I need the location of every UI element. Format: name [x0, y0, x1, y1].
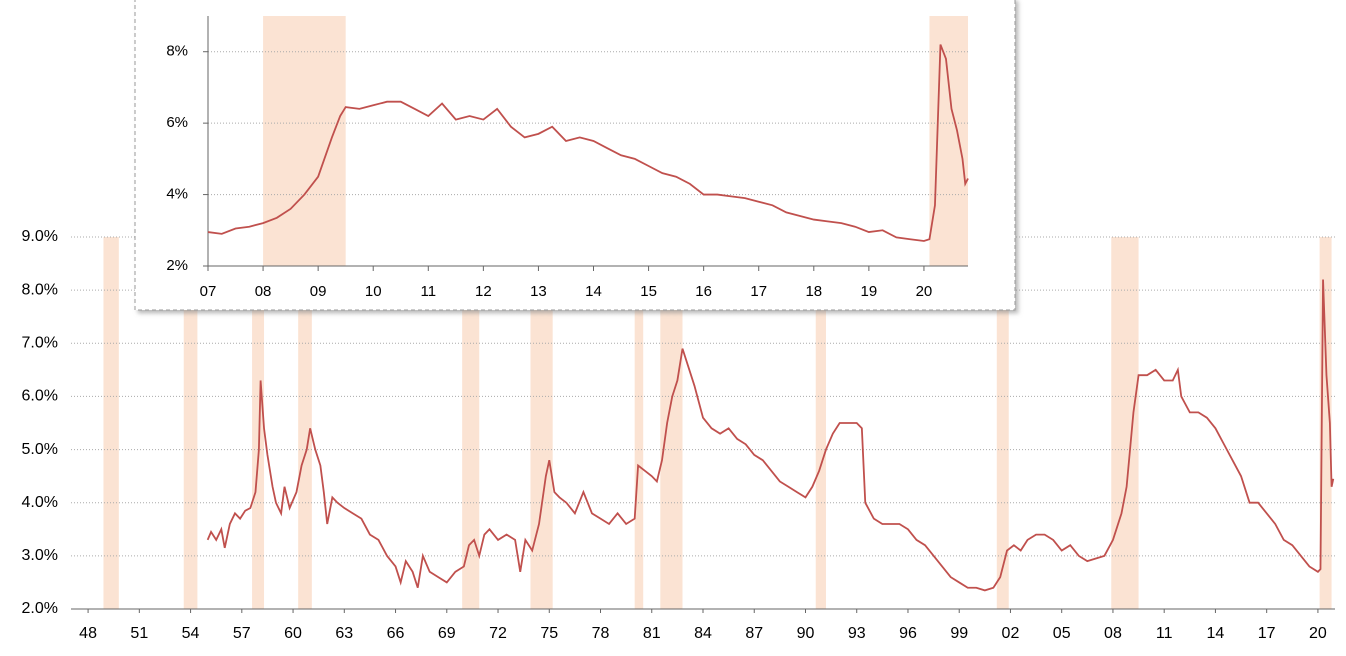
- y-tick-label: 3.0%: [22, 547, 58, 564]
- y-tick-label: 4.0%: [22, 494, 58, 511]
- x-tick-label: 16: [695, 283, 712, 300]
- recession-band: [183, 237, 198, 609]
- x-tick-label: 96: [899, 625, 917, 642]
- main-chart: 2.0% 3.0% 4.0% 5.0% 6.0% 7.0% 8.0% 9.0% 48 51 54 57…: [22, 228, 1335, 642]
- y-tick-label: 8%: [166, 43, 188, 60]
- y-tick-label: 9.0%: [22, 228, 58, 245]
- x-tick-label: 14: [1207, 625, 1225, 642]
- x-tick-label: 15: [640, 283, 657, 300]
- y-tick-label: 5.0%: [22, 441, 58, 458]
- recession-band: [462, 237, 480, 609]
- recession-band: [252, 237, 265, 609]
- x-tick-label: 18: [805, 283, 822, 300]
- x-tick-label: 08: [255, 283, 272, 300]
- y-tick-label: 2%: [166, 257, 188, 274]
- x-tick-label: 20: [916, 283, 933, 300]
- x-tick-label: 20: [1309, 625, 1327, 642]
- x-tick-label: 81: [643, 625, 661, 642]
- x-tick-label: 08: [1104, 625, 1122, 642]
- inset-chart: 2% 4% 6% 8% 07 08 09 10 11 12 13 14 15 16 17 18 19 20: [134, 0, 1016, 311]
- x-tick-label: 60: [284, 625, 302, 642]
- x-tick-label: 57: [233, 625, 251, 642]
- data-line: [206, 279, 1335, 592]
- x-tick-label: 84: [694, 625, 712, 642]
- x-tick-label: 90: [797, 625, 815, 642]
- recession-band: [298, 237, 312, 609]
- y-tick-label: 8.0%: [22, 281, 58, 298]
- recession-band: [1319, 237, 1332, 609]
- x-tick-label: 99: [950, 625, 968, 642]
- x-tick-label: 17: [1258, 625, 1276, 642]
- x-tick-label: 63: [335, 625, 353, 642]
- recession-band: [634, 237, 644, 609]
- y-tick-label: 2.0%: [22, 600, 58, 617]
- recession-band: [103, 237, 119, 609]
- x-tick-label: 78: [592, 625, 610, 642]
- x-tick-label: 14: [585, 283, 602, 300]
- recession-band: [996, 237, 1009, 609]
- x-tick-label: 12: [475, 283, 492, 300]
- x-tick-label: 10: [365, 283, 382, 300]
- x-tick-label: 72: [489, 625, 507, 642]
- x-tick-label: 93: [848, 625, 866, 642]
- data-line: [207, 44, 969, 242]
- x-tick-label: 51: [130, 625, 148, 642]
- x-tick-label: 19: [861, 283, 878, 300]
- x-tick-label: 66: [387, 625, 405, 642]
- x-tick-label: 54: [182, 625, 200, 642]
- y-tick-label: 6.0%: [22, 388, 58, 405]
- recession-band: [929, 16, 968, 266]
- recession-band: [660, 237, 683, 609]
- recession-band: [530, 237, 553, 609]
- y-tick-label: 4%: [166, 186, 188, 203]
- x-tick-label: 87: [745, 625, 763, 642]
- x-tick-label: 11: [1156, 625, 1173, 642]
- x-tick-label: 11: [421, 283, 437, 300]
- recession-band: [815, 237, 826, 609]
- x-tick-label: 07: [200, 283, 217, 300]
- x-tick-label: 13: [530, 283, 547, 300]
- x-tick-label: 02: [1002, 625, 1020, 642]
- y-tick-label: 6%: [166, 114, 188, 131]
- x-tick-label: 09: [310, 283, 327, 300]
- recession-band: [1111, 237, 1139, 609]
- recession-band: [263, 16, 346, 266]
- x-tick-label: 75: [540, 625, 558, 642]
- x-tick-label: 17: [750, 283, 767, 300]
- y-tick-label: 7.0%: [22, 335, 58, 352]
- x-tick-label: 05: [1053, 625, 1071, 642]
- x-tick-label: 69: [438, 625, 456, 642]
- x-tick-label: 48: [79, 625, 97, 642]
